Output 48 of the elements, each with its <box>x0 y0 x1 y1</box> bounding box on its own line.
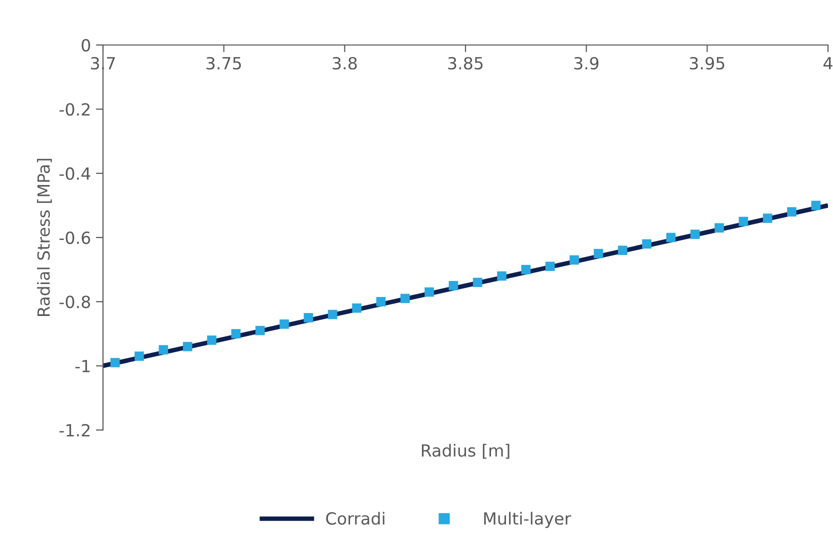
legend-label: Multi-layer <box>484 512 572 528</box>
point <box>231 329 241 338</box>
point <box>134 352 144 361</box>
point <box>690 230 700 239</box>
point <box>448 280 458 290</box>
y-tick-label: -0.8 <box>59 296 90 308</box>
point <box>738 216 748 226</box>
x-tick-label: 3.9 <box>574 56 598 70</box>
point <box>280 319 289 329</box>
point <box>400 294 410 304</box>
point <box>642 239 652 249</box>
y-axis-title: Radial Stress [MPa] <box>36 158 52 316</box>
point <box>570 255 579 265</box>
point <box>110 358 120 368</box>
point <box>376 297 386 306</box>
point <box>545 262 555 272</box>
y-tick-label: -1.2 <box>59 424 90 436</box>
y-tick-label: 0 <box>82 38 90 52</box>
x-axis-title: Radius [m] <box>422 444 510 459</box>
y-tick-label: -0.2 <box>59 103 90 116</box>
point <box>666 232 676 242</box>
point <box>182 342 192 352</box>
point <box>352 303 362 313</box>
point <box>521 264 531 274</box>
point <box>255 326 265 336</box>
point <box>472 278 482 288</box>
point <box>158 345 168 354</box>
y-tick-label: -0.6 <box>59 231 90 244</box>
x-tick-label: 3.8 <box>332 56 357 70</box>
x-tick-label: 4 <box>824 57 832 70</box>
point <box>787 207 796 216</box>
point <box>618 246 628 255</box>
point <box>497 271 506 281</box>
point <box>207 336 216 345</box>
x-tick-label: 3.75 <box>206 56 241 70</box>
point <box>811 200 821 210</box>
point <box>328 310 338 320</box>
point <box>304 313 314 322</box>
y-tick-label: -1 <box>75 360 90 372</box>
legend-label: Corradi <box>326 512 384 525</box>
x-tick-label: 3.95 <box>690 56 724 70</box>
point <box>594 248 604 258</box>
point <box>762 214 772 223</box>
point <box>714 223 724 233</box>
point <box>424 287 434 297</box>
y-tick-label: -0.4 <box>59 167 90 180</box>
line-series <box>103 203 828 368</box>
x-tick-label: 3.85 <box>448 56 483 70</box>
